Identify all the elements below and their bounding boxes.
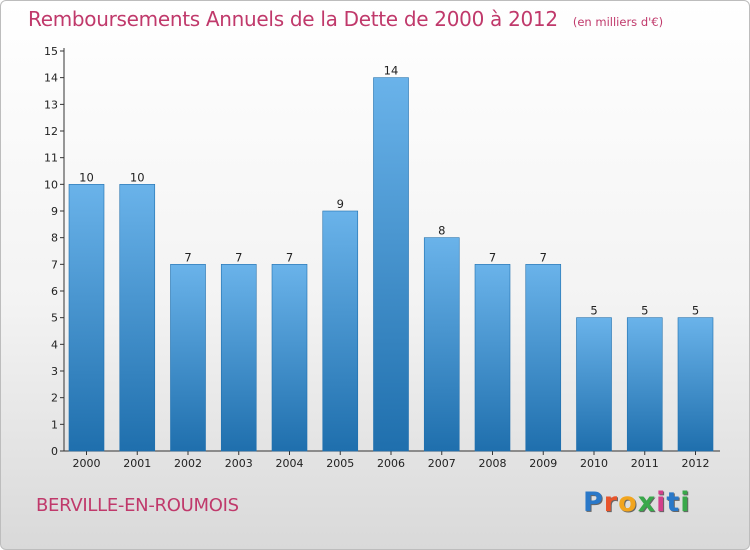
logo-letter: P [583,487,604,518]
logo-letter: r [603,487,619,518]
y-tick-label: 9 [51,205,58,218]
logo-letter: x [637,487,657,518]
y-tick-label: 4 [51,338,58,351]
bar [525,264,562,452]
data-label: 10 [79,170,94,184]
data-label: 7 [489,250,496,264]
y-tick-label: 2 [51,392,58,405]
x-tick-label: 2006 [377,457,405,470]
x-tick-label: 2000 [73,457,101,470]
y-tick-label: 3 [51,365,58,378]
y-tick-label: 12 [44,125,58,138]
y-tick-label: 1 [51,418,58,431]
x-tick-label: 2009 [529,457,557,470]
x-tick-label: 2012 [682,457,710,470]
x-tick-label: 2004 [276,457,304,470]
bar [373,77,409,452]
x-tick-label: 2002 [174,457,202,470]
x-tick-label: 2008 [479,457,507,470]
bar [474,264,511,452]
data-label: 5 [692,304,699,318]
logo-letter: o [618,487,638,518]
data-label: 7 [540,250,547,264]
x-tick-label: 2005 [326,457,354,470]
labels: 10 2000 10 2001 7 2002 7 2003 7 2004 9 2005 14 2006 8 2… [73,64,710,470]
bars [68,77,714,452]
bar [119,184,156,452]
data-label: 5 [590,304,597,318]
x-tick-label: 2011 [631,457,659,470]
y-tick-label: 7 [51,258,58,271]
proxiti-logo: Proxiti [583,487,691,518]
data-label: 10 [130,170,145,184]
bar [576,317,612,452]
x-tick-label: 2001 [123,457,151,470]
bar [220,264,257,452]
logo-letter: i [656,487,667,518]
title-row: Remboursements Annuels de la Dette de 20… [28,7,663,31]
bar [322,210,359,452]
y-tick-label: 15 [44,45,58,58]
location-name: BERVILLE-EN-ROUMOIS [36,495,239,516]
data-label: 5 [641,304,648,318]
y-tick-label: 6 [51,285,58,298]
data-label: 7 [235,250,242,264]
x-tick-label: 2003 [225,457,253,470]
bar [626,317,663,452]
bar [271,264,308,452]
y-tick-label: 11 [44,152,58,165]
bar [677,317,714,452]
bar [423,237,460,452]
logo-letter: i [680,487,691,518]
y-tick-label: 5 [51,312,58,325]
y-tick-label: 14 [44,72,58,85]
y-tick-label: 13 [44,98,58,111]
x-tick-label: 2007 [428,457,456,470]
bar [68,184,105,452]
x-tick-label: 2010 [580,457,608,470]
data-label: 14 [384,64,399,78]
data-label: 7 [286,250,293,264]
logo-letter: t [666,487,681,518]
y-tick-label: 8 [51,232,58,245]
unit-note: (en milliers d'€) [572,15,664,29]
data-label: 7 [184,250,191,264]
data-label: 8 [438,224,445,238]
y-tick-label: 10 [44,178,58,191]
y-tick-label: 0 [51,445,58,458]
data-label: 9 [337,197,344,211]
chart-title: Remboursements Annuels de la Dette de 20… [28,7,558,31]
bar [170,264,206,452]
